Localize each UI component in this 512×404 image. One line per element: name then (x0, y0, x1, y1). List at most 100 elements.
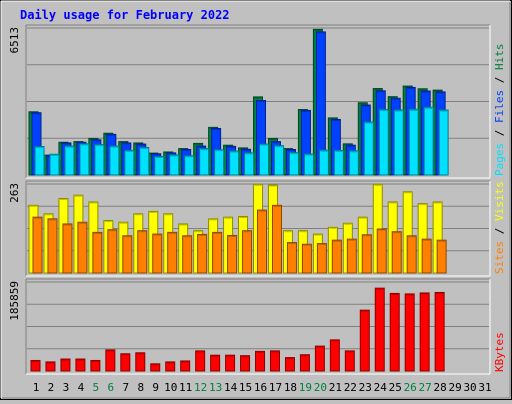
bar-sites-day-24 (376, 228, 387, 274)
chart-panels: 6513 Pages / Files / Hits 263 Sites / Visit… (8, 24, 506, 375)
bar-sites-day-17 (271, 204, 282, 274)
x-tick-label-day-5: 5 (93, 381, 100, 394)
bar-pages-day-16 (259, 143, 270, 176)
legend-entry: / (493, 221, 506, 241)
x-tick-label-day-21: 21 (329, 381, 342, 394)
bar-pages-day-2 (49, 153, 60, 176)
x-tick-label-day-16: 16 (254, 381, 267, 394)
bar-pages-day-26 (408, 108, 419, 176)
bar-sites-day-26 (406, 235, 417, 274)
x-tick-label-day-15: 15 (239, 381, 252, 394)
x-tick-label-day-1: 1 (33, 381, 40, 394)
bar-kbytes-day-20 (314, 345, 325, 372)
kbytes-panel-legend: KBytes (493, 332, 506, 372)
hits-panel: 6513 Pages / Files / Hits (8, 24, 506, 179)
x-tick-label-day-28: 28 (434, 381, 447, 394)
bar-kbytes-day-24 (374, 287, 385, 372)
x-tick-label-day-6: 6 (108, 381, 115, 394)
bar-pages-day-17 (273, 145, 284, 176)
bar-kbytes-day-12 (195, 350, 206, 372)
bar-kbytes-day-27 (419, 292, 430, 372)
x-tick-label-day-23: 23 (359, 381, 372, 394)
bar-kbytes-day-25 (389, 292, 400, 372)
bar-pages-day-25 (393, 109, 404, 176)
bar-sites-day-8 (137, 230, 148, 274)
x-tick-label-day-10: 10 (164, 381, 177, 394)
bar-sites-day-7 (122, 235, 133, 274)
bar-kbytes-day-28 (434, 291, 445, 372)
legend-entry: / (493, 123, 506, 143)
x-tick-label-day-22: 22 (344, 381, 357, 394)
bar-kbytes-day-22 (344, 350, 355, 372)
kbytes-panel: 185859 KBytes (8, 278, 506, 375)
bar-kbytes-day-23 (359, 309, 370, 372)
bar-pages-day-24 (378, 109, 389, 176)
legend-entry: / (493, 70, 506, 90)
legend-entry: Pages (493, 143, 506, 176)
bar-sites-day-1 (32, 216, 43, 274)
bar-pages-day-21 (333, 149, 344, 176)
x-tick-label-day-17: 17 (269, 381, 282, 394)
visits-panel-legend: Sites / Visits (493, 181, 506, 274)
visits-panel: 263 Sites / Visits (8, 180, 506, 277)
x-tick-label-day-18: 18 (284, 381, 297, 394)
bar-kbytes-day-11 (180, 360, 191, 372)
bar-kbytes-day-10 (165, 361, 176, 372)
chart-title: Daily usage for February 2022 (20, 8, 230, 22)
bar-kbytes-day-13 (210, 354, 221, 372)
bar-pages-day-4 (79, 143, 90, 176)
bar-kbytes-day-2 (45, 361, 56, 372)
x-tick-label-day-14: 14 (224, 381, 238, 394)
bar-kbytes-day-18 (284, 357, 295, 372)
bar-sites-day-10 (167, 231, 178, 274)
bar-sites-day-25 (391, 231, 402, 274)
bar-pages-day-9 (154, 155, 165, 176)
bar-kbytes-day-26 (404, 293, 415, 372)
x-tick-label-day-3: 3 (63, 381, 70, 394)
bar-pages-day-20 (318, 149, 329, 176)
bar-kbytes-day-8 (135, 352, 146, 372)
x-tick-label-day-2: 2 (48, 381, 55, 394)
bar-sites-day-18 (286, 242, 297, 274)
bar-sites-day-12 (197, 233, 208, 274)
bar-kbytes-day-4 (75, 358, 86, 372)
bar-pages-day-15 (244, 152, 255, 176)
bar-pages-day-27 (423, 106, 434, 176)
bar-pages-day-19 (303, 153, 314, 176)
bar-sites-day-2 (47, 218, 58, 274)
x-tick-label-day-19: 19 (299, 381, 312, 394)
bar-sites-day-20 (316, 243, 327, 274)
hits-panel-legend: Pages / Files / Hits (493, 44, 506, 177)
bar-pages-day-6 (109, 145, 120, 176)
bar-sites-day-14 (227, 234, 238, 274)
visits-panel-ymax-label: 263 (8, 183, 21, 203)
bar-sites-day-3 (62, 223, 73, 274)
x-tick-label-day-13: 13 (209, 381, 222, 394)
bar-sites-day-15 (242, 230, 253, 274)
x-tick-label-day-12: 12 (194, 381, 207, 394)
x-tick-label-day-27: 27 (419, 381, 432, 394)
bar-sites-day-5 (92, 231, 103, 274)
bar-pages-day-13 (214, 149, 225, 176)
bar-sites-day-9 (152, 233, 163, 274)
bar-pages-day-18 (288, 152, 299, 176)
legend-entry: KBytes (493, 332, 506, 372)
bar-kbytes-day-3 (60, 358, 71, 372)
bar-pages-day-5 (94, 144, 105, 176)
x-tick-label-day-24: 24 (374, 381, 388, 394)
legend-entry: Files (493, 90, 506, 123)
kbytes-panel-ymax-label: 185859 (8, 281, 21, 321)
hits-panel-ymax-label: 6513 (8, 27, 21, 54)
bar-kbytes-day-15 (240, 355, 251, 372)
bar-sites-day-23 (361, 234, 372, 274)
bar-pages-day-28 (438, 109, 449, 176)
bar-pages-day-8 (139, 146, 150, 176)
x-tick-label-day-30: 30 (463, 381, 476, 394)
x-tick-label-day-31: 31 (478, 381, 491, 394)
bar-pages-day-11 (184, 155, 195, 176)
x-tick-label-day-26: 26 (404, 381, 417, 394)
bar-kbytes-day-9 (150, 363, 161, 372)
bar-pages-day-22 (348, 150, 359, 176)
